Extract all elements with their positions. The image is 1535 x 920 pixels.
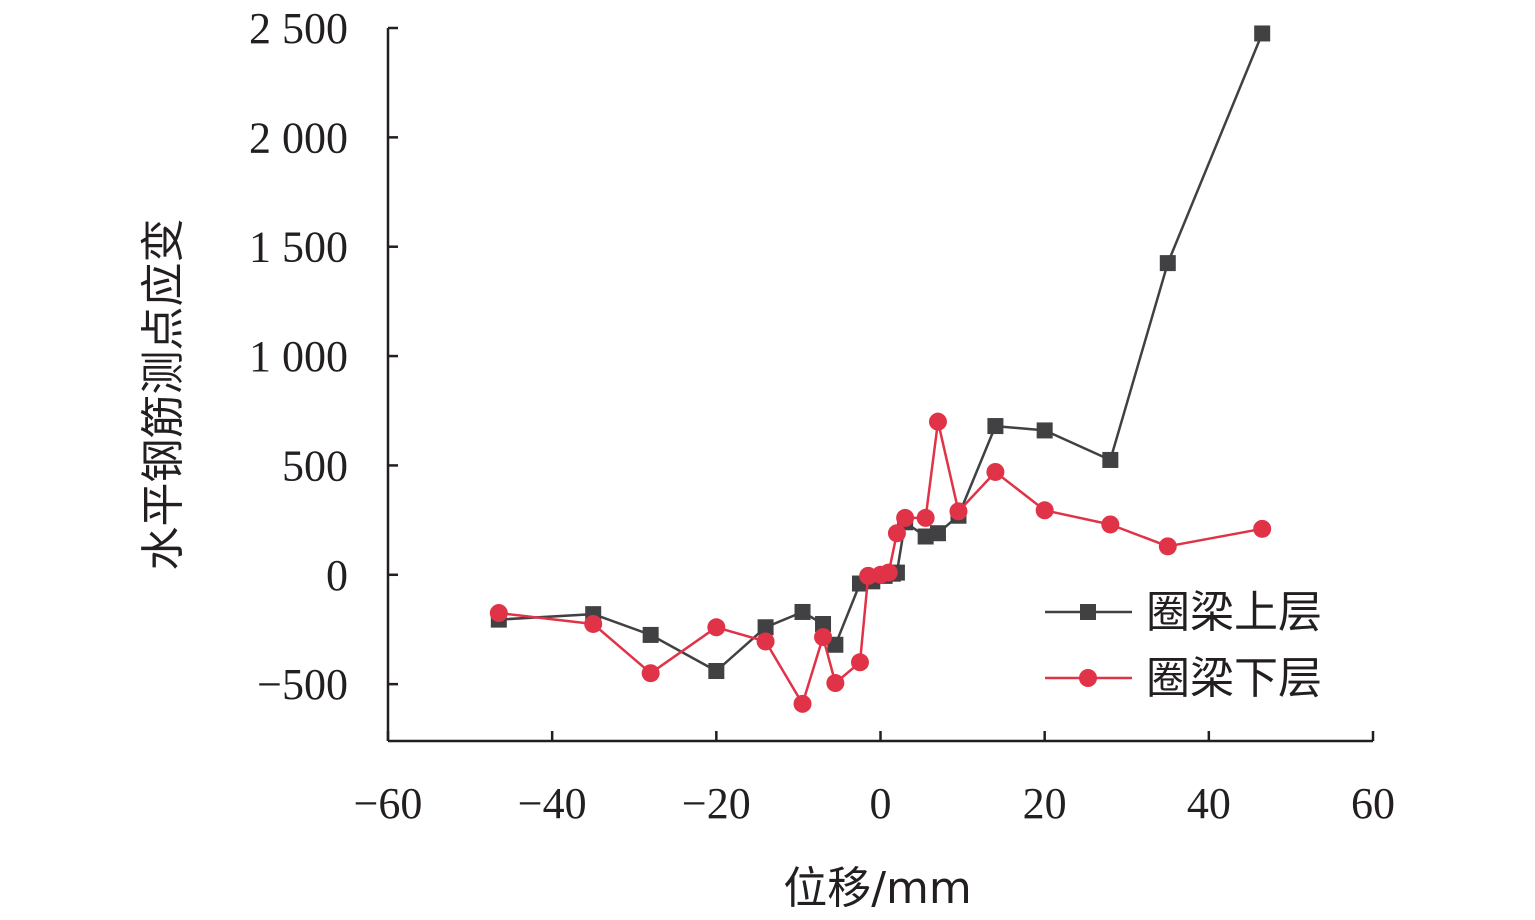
data-point [793, 694, 812, 713]
data-point [986, 462, 1005, 481]
legend-marker [1079, 669, 1097, 687]
legend-item-1: 圈梁上层 [1045, 587, 1322, 638]
y-tick-label: 1 000 [249, 332, 348, 381]
y-axis-ticks: −500 0 500 1 000 1 500 2 000 2 500 [249, 4, 398, 709]
data-point [584, 614, 603, 633]
data-point [489, 604, 508, 623]
data-point [794, 603, 811, 620]
data-point [1102, 451, 1119, 468]
data-point [642, 626, 659, 643]
y-axis-title: 水平钢筋测点应变 [138, 219, 189, 571]
data-point [707, 618, 726, 637]
x-tick-label: 40 [1187, 779, 1231, 828]
x-axis-ticks: −60 −40 −20 0 20 40 60 [354, 731, 1395, 828]
data-point [826, 674, 845, 693]
legend-item-2: 圈梁下层 [1045, 653, 1322, 704]
data-point [929, 525, 946, 542]
x-tick-label: −60 [354, 779, 423, 828]
y-tick-label: 2 000 [249, 113, 348, 162]
legend-marker [1080, 604, 1096, 620]
x-tick-label: 20 [1023, 779, 1067, 828]
data-point [917, 528, 934, 545]
y-tick-label: 1 500 [249, 223, 348, 272]
y-tick-label: −500 [257, 660, 348, 709]
data-point [1101, 515, 1120, 534]
data-point [949, 502, 968, 521]
data-point [756, 632, 775, 651]
data-point [1254, 25, 1271, 42]
x-tick-label: −20 [682, 779, 751, 828]
legend-label: 圈梁上层 [1146, 587, 1322, 638]
data-point [879, 563, 898, 582]
y-tick-label: 2 500 [249, 4, 348, 53]
x-axis-title: 位移/mm [783, 863, 972, 914]
series-2 [489, 412, 1272, 713]
data-point [850, 653, 869, 672]
data-point [1158, 537, 1177, 556]
x-tick-label: 0 [870, 779, 892, 828]
legend-label: 圈梁下层 [1146, 653, 1322, 704]
y-tick-label: 500 [282, 441, 348, 490]
x-tick-label: −40 [518, 779, 587, 828]
data-point [987, 418, 1004, 435]
data-point [1253, 519, 1272, 538]
data-point [887, 524, 906, 543]
data-point [641, 664, 660, 683]
data-point [708, 663, 725, 680]
data-point [827, 636, 844, 653]
data-point [814, 628, 833, 647]
y-tick-label: 0 [326, 551, 348, 600]
data-point [815, 615, 832, 632]
axes: −500 0 500 1 000 1 500 2 000 2 500 −60 −40 −20 0 2… [249, 4, 1395, 828]
data-point [1035, 501, 1054, 520]
data-point [757, 619, 774, 636]
data-point [928, 412, 947, 431]
series-layer [489, 25, 1272, 713]
x-tick-label: 60 [1351, 779, 1395, 828]
data-point [1159, 255, 1176, 272]
data-point [916, 508, 935, 527]
data-point [896, 508, 915, 527]
data-point [1036, 422, 1053, 439]
